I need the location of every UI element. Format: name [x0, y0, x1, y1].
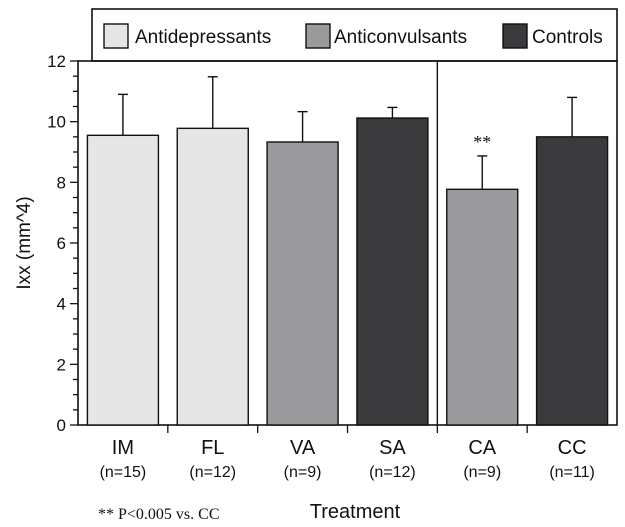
- x-tick-sublabel: (n=15): [100, 464, 147, 481]
- x-tick-sublabel: (n=12): [369, 464, 416, 481]
- legend-box: [91, 8, 618, 62]
- x-tick-label: IM: [112, 437, 134, 459]
- x-tick-sublabel: (n=12): [189, 464, 236, 481]
- legend-label: Controls: [532, 27, 603, 48]
- bar-im: [86, 134, 160, 426]
- y-tick-label: 4: [57, 295, 66, 314]
- y-tick-label: 6: [57, 234, 66, 253]
- x-tick-label: CC: [558, 437, 587, 459]
- y-tick-label: 2: [57, 355, 66, 374]
- y-tick-label: 8: [57, 173, 66, 192]
- x-tick-label: FL: [201, 437, 224, 459]
- y-tick-label: 10: [47, 113, 66, 132]
- legend-label: Anticonvulsants: [334, 27, 467, 48]
- bar-ca: [446, 188, 519, 426]
- legend-swatch: [305, 23, 331, 49]
- bar-va: [266, 141, 339, 426]
- footnote: ** P<0.005 vs. CC: [98, 506, 220, 523]
- x-tick-sublabel: (n=11): [549, 464, 595, 481]
- x-tick-sublabel: (n=9): [463, 464, 501, 481]
- y-axis-label: Ixx (mm^4): [14, 196, 35, 289]
- legend-swatch: [502, 23, 528, 49]
- legend-swatch: [103, 23, 129, 49]
- x-tick-label: VA: [290, 437, 316, 459]
- y-tick-label: 12: [47, 52, 66, 71]
- y-tick-label: 0: [57, 416, 66, 435]
- legend: Antidepressants Anticonvulsants Controls: [91, 8, 618, 62]
- plot-area: 0 2 4 6 8 10 12 IM (n=15) FL (n=12) VA (n=9) SA (n=12)…: [47, 52, 618, 481]
- x-axis-label: Treatment: [310, 501, 401, 523]
- legend-label: Antidepressants: [135, 27, 271, 48]
- bar-sa: [356, 117, 429, 426]
- x-tick-sublabel: (n=9): [284, 464, 322, 481]
- bar-cc: [535, 136, 609, 426]
- bar-fl: [176, 127, 249, 426]
- x-tick-label: CA: [468, 437, 496, 459]
- significance-annotation: **: [473, 132, 491, 152]
- x-tick-label: SA: [379, 437, 406, 459]
